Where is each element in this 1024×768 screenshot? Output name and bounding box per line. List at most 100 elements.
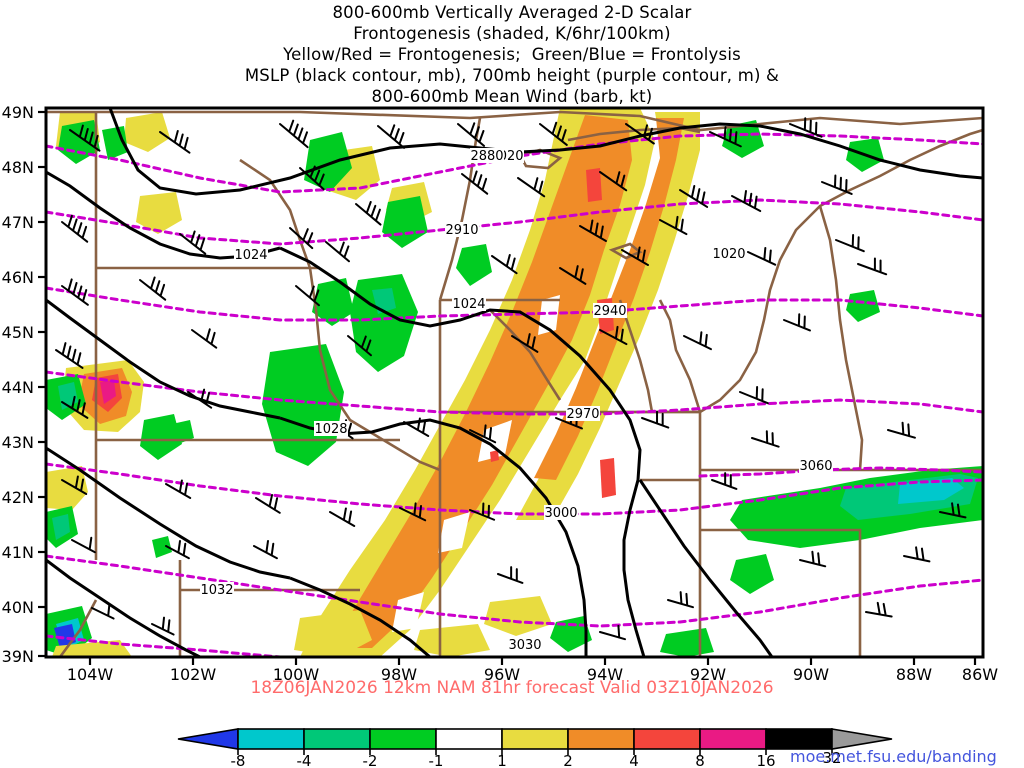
x-axis: 104W 102W 100W 98W 96W 94W 92W 90W 88W 8… xyxy=(67,657,998,684)
y-axis-tick-label: 41N xyxy=(2,543,34,562)
x-axis-tick-label: 102W xyxy=(170,665,217,684)
wind-barb xyxy=(179,230,207,255)
colorbar[interactable]: -8 -4 -2 -1 1 2 4 8 16 32 xyxy=(177,728,893,768)
colorbar-segment[interactable] xyxy=(567,728,635,750)
shade-orange-main xyxy=(336,115,632,648)
wind-barb xyxy=(739,386,769,405)
height-contour-2910 xyxy=(46,198,983,246)
y-axis-tick-label: 42N xyxy=(2,488,34,507)
colorbar-segment[interactable] xyxy=(237,728,305,750)
wind-barb xyxy=(325,241,350,263)
wind-barb xyxy=(355,201,382,226)
mslp-contour-1032-nw xyxy=(46,446,291,580)
shade-green-c5 xyxy=(352,306,382,348)
wind-barb xyxy=(91,603,115,620)
wind-barb xyxy=(151,616,175,636)
wind-barb xyxy=(377,124,406,149)
shade-red-3 xyxy=(586,168,602,202)
wind-barb xyxy=(159,130,191,154)
contour-label-text: 2970 xyxy=(566,407,599,422)
colorbar-segment[interactable] xyxy=(633,728,701,750)
wind-barb xyxy=(399,502,427,522)
mslp-contour-1028-nw xyxy=(46,298,281,420)
wind-barb xyxy=(71,536,96,554)
wind-barb xyxy=(295,285,320,307)
wind-barb xyxy=(289,227,314,250)
shade-green-c1 xyxy=(312,278,354,326)
y-axis-tick-label: 49N xyxy=(2,103,34,122)
contour-label: 2910 xyxy=(445,222,479,238)
mslp-contours xyxy=(46,108,983,657)
mslp-contour-e1 xyxy=(638,479,774,657)
colorbar-segment[interactable] xyxy=(501,728,569,750)
forecast-caption: 18Z06JAN2026 12km NAM 81hr forecast Vali… xyxy=(250,678,774,698)
title-line-3: Yellow/Red = Frontogenesis; Green/Blue =… xyxy=(283,45,741,64)
contour-label: 2970 xyxy=(566,406,600,422)
wind-barb xyxy=(887,421,916,439)
wind-barb xyxy=(139,276,167,301)
shade-green-w3 xyxy=(140,414,182,460)
height-contour-3030 xyxy=(46,554,983,628)
wind-barb xyxy=(61,475,88,495)
colorbar-segment[interactable] xyxy=(303,728,371,750)
wind-barb xyxy=(61,395,89,419)
shade-yellow-nw3 xyxy=(136,192,182,234)
colorbar-left-cap xyxy=(177,728,239,750)
wind-barb xyxy=(659,215,688,236)
x-axis-tick-label: 90W xyxy=(793,665,829,684)
x-axis-tick-label: 100W xyxy=(273,665,320,684)
contour-label: 1020 xyxy=(712,246,746,262)
shade-gap-2 xyxy=(478,420,512,462)
height-contour-3000 xyxy=(46,462,983,516)
wind-barb xyxy=(789,117,823,138)
colorbar-tick-label: 1 xyxy=(497,752,507,768)
contour-label: 2940 xyxy=(593,303,627,319)
mslp-contour-1024 xyxy=(279,246,646,657)
shade-yellow-nw2 xyxy=(124,112,170,152)
wind-barb xyxy=(491,254,518,275)
shade-yellow-s2 xyxy=(294,610,372,657)
colorbar-tick-label: -8 xyxy=(231,752,246,768)
y-axis-tick-label: 43N xyxy=(2,433,34,452)
state-borders xyxy=(46,110,983,657)
colorbar-segment[interactable] xyxy=(699,728,767,750)
height-contour-2940 xyxy=(46,286,983,322)
x-axis-tick-label: 86W xyxy=(962,665,998,684)
height-contour-3060b xyxy=(46,634,282,657)
wind-barb xyxy=(599,325,628,346)
wind-barb xyxy=(679,184,709,208)
y-axis-ticks xyxy=(38,110,46,658)
chart-title-block: 800-600mb Vertically Averaged 2-D Scalar… xyxy=(0,2,1024,107)
wind-barb xyxy=(835,234,865,253)
wind-barb xyxy=(939,502,967,519)
wind-barb xyxy=(279,119,309,149)
height-contours xyxy=(46,132,983,657)
height-contour-2880 xyxy=(46,132,983,194)
contour-label-text: 2940 xyxy=(593,304,626,319)
shade-teal-w2 xyxy=(52,514,70,540)
contour-label: 1032 xyxy=(200,582,234,598)
wind-barb xyxy=(299,165,325,191)
wind-barb xyxy=(625,123,655,145)
colorbar-ticks xyxy=(237,749,833,755)
wind-barb xyxy=(165,539,190,560)
colorbar-segment[interactable] xyxy=(435,728,503,750)
shade-cyan-se xyxy=(898,478,964,504)
wind-barb xyxy=(731,189,762,213)
shade-magenta-west xyxy=(100,380,116,404)
mslp-contour-1032 xyxy=(289,576,431,657)
wind-barb xyxy=(579,219,607,242)
wind-barb xyxy=(469,424,497,444)
shade-green-c3 xyxy=(456,244,492,286)
colorbar-segment[interactable] xyxy=(369,728,437,750)
site-watermark: moe.met.fsu.edu/banding xyxy=(790,747,997,766)
shade-yellow-s4 xyxy=(484,596,552,636)
colorbar-tick-label: -1 xyxy=(429,752,444,768)
shade-green-w5 xyxy=(152,536,172,558)
y-axis-tick-label: 47N xyxy=(2,213,34,232)
shade-red-4 xyxy=(490,450,499,462)
wind-barb xyxy=(799,550,827,568)
colorbar-segment[interactable] xyxy=(765,728,833,750)
